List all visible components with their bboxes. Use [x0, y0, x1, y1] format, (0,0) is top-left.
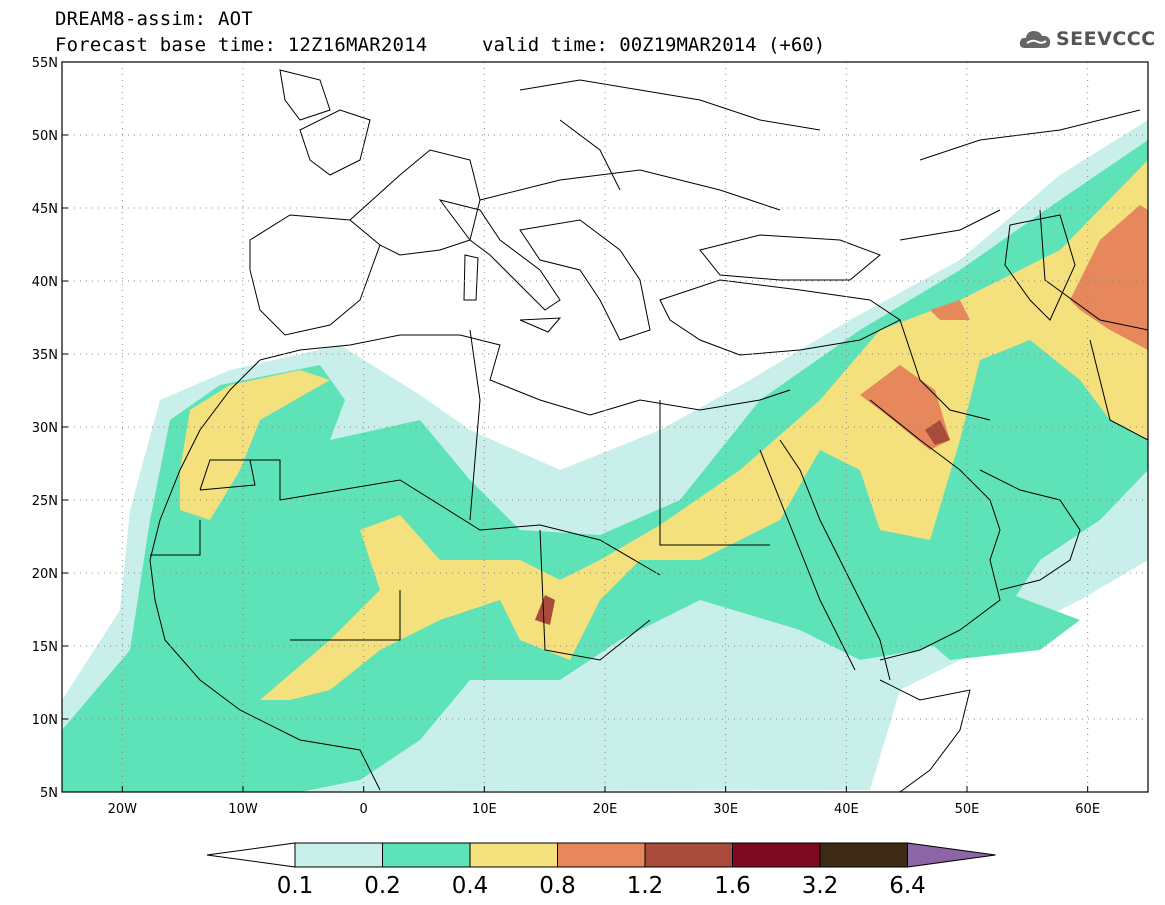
- lon-labels: 20W 10W 0 10E 20E 30E 40E 50E 60E: [108, 786, 1100, 817]
- colorbar: 0.1 0.2 0.4 0.8 1.2 1.6 3.2 6.4: [206, 842, 996, 899]
- lat-label: 40N: [32, 275, 58, 290]
- lat-label: 45N: [32, 202, 58, 217]
- lat-label: 50N: [32, 129, 58, 144]
- lat-label: 55N: [32, 56, 58, 71]
- aot-field: [62, 120, 1148, 792]
- colorbar-label: 0.8: [539, 873, 576, 899]
- cloud-logo-icon: [1019, 31, 1051, 48]
- colorbar-label: 6.4: [889, 873, 926, 899]
- lat-label: 30N: [32, 421, 58, 436]
- colorbar-label: 1.6: [714, 873, 751, 899]
- lat-label: 15N: [32, 640, 58, 655]
- seevccc-logo: SEEVCCC: [1018, 24, 1156, 54]
- lon-label: 30E: [713, 802, 738, 817]
- forecast-base-time: Forecast base time: 12Z16MAR2014: [55, 34, 428, 56]
- product-title: DREAM8-assim: AOT: [55, 8, 253, 30]
- lat-label: 5N: [40, 786, 58, 801]
- lat-label: 20N: [32, 567, 58, 582]
- colorbar-segment: [382, 842, 471, 868]
- lat-label: 35N: [32, 348, 58, 363]
- logo-text: SEEVCCC: [1056, 28, 1156, 50]
- colorbar-label: 3.2: [802, 873, 839, 899]
- colorbar-label: 0.1: [277, 873, 314, 899]
- lon-label: 40E: [834, 802, 859, 817]
- graticule: [62, 62, 1148, 792]
- lon-label: 20E: [593, 802, 618, 817]
- colorbar-segment: [819, 842, 908, 868]
- colorbar-upper-arrow: [907, 842, 996, 868]
- colorbar-segment: [557, 842, 646, 868]
- lat-labels: 55N 50N 45N 40N 35N 30N 25N 20N 15N 10N 5N: [32, 56, 68, 801]
- lat-label: 10N: [32, 713, 58, 728]
- aot-band-0.2: [62, 140, 1148, 792]
- lon-label: 60E: [1075, 802, 1100, 817]
- lon-label: 20W: [108, 802, 138, 817]
- colorbar-lower-arrow: [206, 842, 296, 868]
- aot-band-0.4: [180, 160, 1148, 700]
- lon-label: 50E: [955, 802, 980, 817]
- aot-band-1.2: [535, 420, 950, 625]
- lon-label: 10E: [472, 802, 497, 817]
- coastlines-borders: [149, 69, 1148, 792]
- colorbar-segment: [294, 842, 383, 868]
- colorbar-segment: [732, 842, 821, 868]
- colorbar-label: 0.2: [364, 873, 401, 899]
- colorbar-segment: [644, 842, 733, 868]
- colorbar-label: 0.4: [452, 873, 489, 899]
- lon-label: 0: [360, 802, 368, 817]
- lon-label: 10W: [228, 802, 258, 817]
- colorbar-label: 1.2: [627, 873, 664, 899]
- lat-label: 25N: [32, 494, 58, 509]
- valid-time: valid time: 00Z19MAR2014 (+60): [482, 34, 826, 56]
- colorbar-segment: [469, 842, 558, 868]
- aot-band-0.8: [860, 205, 1148, 450]
